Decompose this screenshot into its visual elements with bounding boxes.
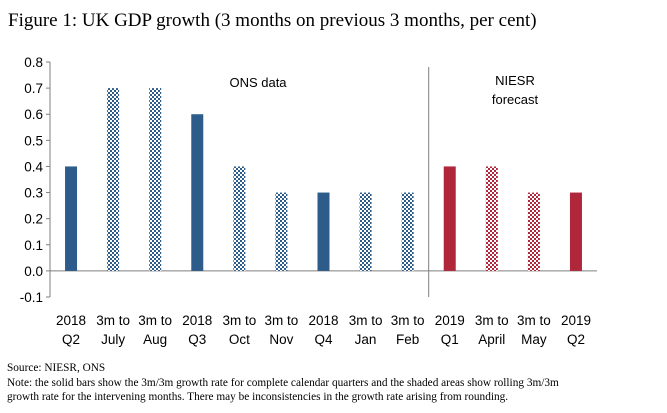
- niesr-annotation-line1: NIESR: [495, 73, 535, 88]
- x-label-line1: 2019: [435, 313, 465, 328]
- bar-9: [402, 193, 414, 271]
- x-label-line1: 3m to: [222, 313, 256, 328]
- x-label-line1: 3m to: [349, 313, 383, 328]
- bar-2: [107, 88, 119, 271]
- bar-5: [233, 166, 245, 270]
- niesr-annotation-line2: forecast: [492, 92, 539, 107]
- y-tick-label: 0.8: [24, 55, 43, 70]
- x-label-line2: May: [521, 332, 547, 347]
- y-tick-label: 0.1: [24, 238, 43, 253]
- bar-6: [275, 193, 287, 271]
- bar-1: [65, 166, 77, 270]
- x-label-line2: Q3: [188, 332, 206, 347]
- source-note: Source: NIESR, ONS: [7, 362, 105, 375]
- y-tick-label: 0.4: [24, 159, 43, 174]
- note-line-2: growth rate for the intervening months. …: [7, 391, 508, 404]
- x-label-line1: 3m to: [138, 313, 172, 328]
- x-label-line1: 2018: [182, 313, 212, 328]
- x-label-line2: Jan: [355, 332, 377, 347]
- y-tick-label: -0.1: [20, 290, 43, 305]
- x-label-line1: 3m to: [517, 313, 551, 328]
- x-label-line2: Q1: [441, 332, 459, 347]
- x-label-line1: 2018: [308, 313, 338, 328]
- y-tick-label: 0.3: [24, 186, 43, 201]
- x-label-line1: 3m to: [475, 313, 509, 328]
- x-label-line1: 3m to: [265, 313, 299, 328]
- y-tick-label: 0.5: [24, 133, 43, 148]
- x-label-line2: July: [101, 332, 125, 347]
- ons-data-annotation: ONS data: [229, 75, 287, 90]
- x-label-line2: Q2: [62, 332, 80, 347]
- bar-3: [149, 88, 161, 271]
- bar-4: [191, 114, 203, 271]
- x-label-line2: Q2: [567, 332, 585, 347]
- bar-11: [486, 166, 498, 270]
- x-label-line2: April: [478, 332, 505, 347]
- bar-12: [528, 193, 540, 271]
- x-label-line1: 2018: [56, 313, 86, 328]
- x-label-line1: 3m to: [391, 313, 425, 328]
- bar-8: [360, 193, 372, 271]
- x-label-line1: 2019: [561, 313, 591, 328]
- y-tick-label: 0.6: [24, 107, 43, 122]
- note-line-1: Note: the solid bars show the 3m/3m grow…: [7, 377, 559, 390]
- y-tick-label: 0.7: [24, 81, 43, 96]
- x-label-line1: 3m to: [96, 313, 130, 328]
- x-label-line2: Oct: [229, 332, 250, 347]
- y-tick-label: 0.2: [24, 212, 43, 227]
- bar-10: [444, 166, 456, 270]
- x-label-line2: Nov: [269, 332, 293, 347]
- gdp-growth-chart: 0.8 0.7 0.6 0.5 0.4 0.3 0.2 0.1 0.0 -0.1 2018 Q2 3m…: [0, 0, 667, 413]
- x-label-line2: Q4: [314, 332, 333, 347]
- bar-13: [570, 193, 582, 271]
- x-label-line2: Aug: [143, 332, 167, 347]
- x-label-line2: Feb: [396, 332, 419, 347]
- y-tick-label: 0.0: [24, 264, 43, 279]
- bar-7: [318, 193, 330, 271]
